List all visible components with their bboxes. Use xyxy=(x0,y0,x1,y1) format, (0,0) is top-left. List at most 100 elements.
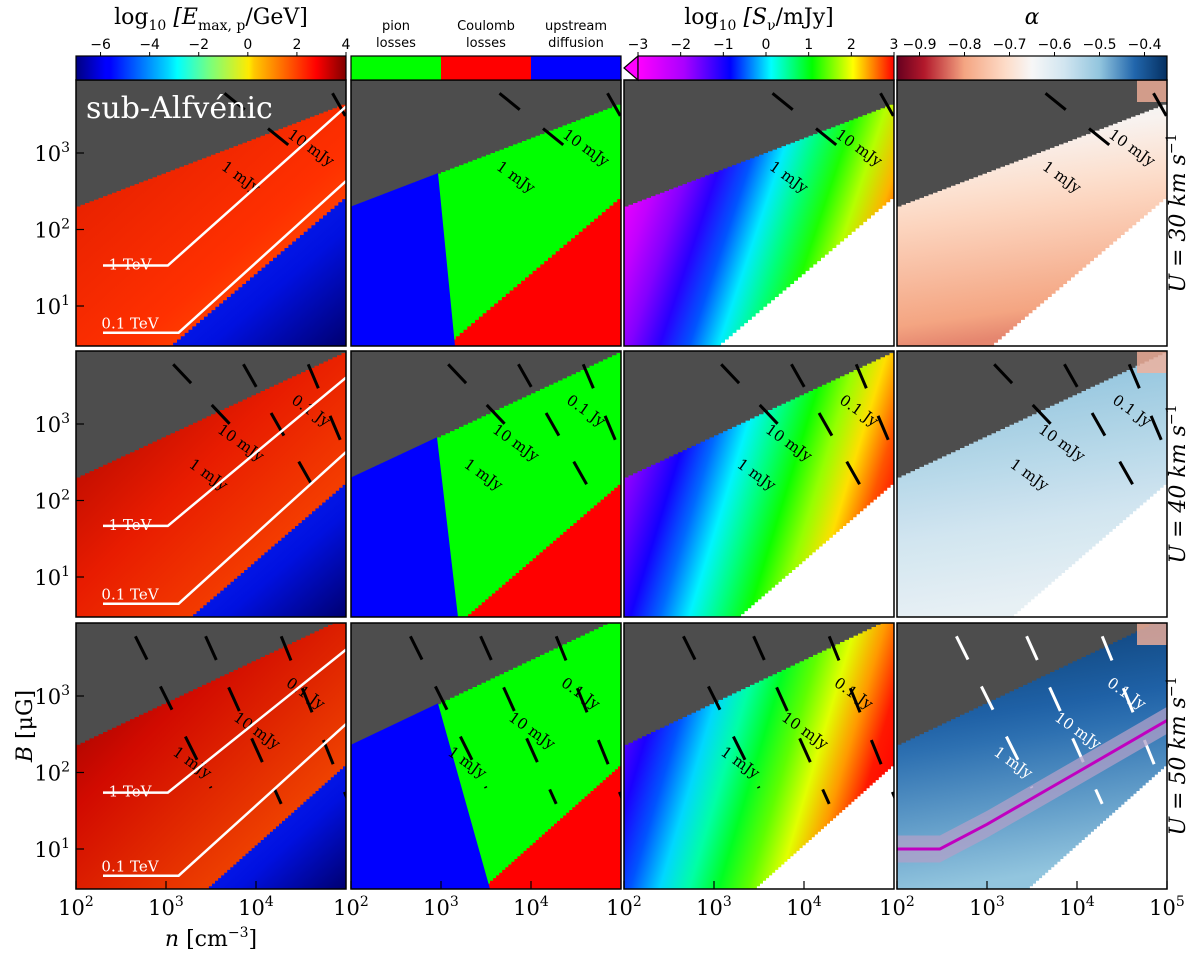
y-tick-mantissa: 10 xyxy=(34,413,61,437)
y-tick-exponent: 3 xyxy=(61,140,70,156)
upstream-diffusion-region xyxy=(351,437,458,617)
row-label-exp: −1 xyxy=(1164,404,1180,425)
y-tick-mantissa: 10 xyxy=(34,295,61,319)
row-label-text: U = 30 km s xyxy=(1166,154,1191,292)
x-label-suffix: ] xyxy=(248,927,257,952)
y-tick-exponent: 2 xyxy=(61,216,70,232)
uncertainty-band xyxy=(897,706,1167,863)
flux-contour-line xyxy=(606,92,621,121)
colorbar-tick-label: −4 xyxy=(139,37,160,53)
sub-alfvenic-annotation: sub-Alfvénic xyxy=(86,91,273,126)
below-threshold-region xyxy=(1014,484,1167,617)
flux-contour-line xyxy=(1152,92,1167,121)
colorbar-tick-label: −1 xyxy=(713,37,734,53)
energy-contour-01tev xyxy=(103,723,346,877)
colorbar xyxy=(75,55,347,81)
x-tick-exponent: 2 xyxy=(906,894,915,910)
panel-frame xyxy=(623,622,895,890)
y-tick-mantissa: 10 xyxy=(34,838,61,862)
colorbar-title: log10 [Emax, p/GeV] xyxy=(114,5,308,34)
x-tick-mantissa: 10 xyxy=(148,896,175,920)
category-swatch xyxy=(531,56,621,80)
colorbar-tick-label: 0 xyxy=(762,37,771,53)
energy-contour-01tev xyxy=(103,451,346,605)
x-label-var: n xyxy=(165,927,186,952)
colorbar-tick-label: −0.8 xyxy=(948,37,982,53)
energy-label-01tev: 0.1 TeV xyxy=(101,315,159,333)
x-tick-label: 102 xyxy=(879,894,915,920)
panel-frame xyxy=(350,350,622,618)
magenta-curve xyxy=(897,719,1167,851)
x-tick-label: 103 xyxy=(969,894,1005,920)
x-tick-mantissa: 10 xyxy=(333,896,360,920)
category-swatch xyxy=(441,56,531,80)
title-body-sub: ν xyxy=(767,18,776,34)
x-tick-mantissa: 10 xyxy=(696,896,723,920)
energy-contour-1tev xyxy=(103,105,346,267)
x-tick-label: 104 xyxy=(1059,894,1095,920)
colorbar-extend-arrow xyxy=(623,54,639,82)
category-swatch xyxy=(351,56,441,80)
category-label-line2: losses xyxy=(376,36,416,51)
below-threshold-region xyxy=(1029,766,1167,889)
x-tick-mantissa: 10 xyxy=(786,896,813,920)
title-end: /mJy] xyxy=(776,5,834,30)
x-tick-exponent: 3 xyxy=(996,894,1005,910)
colorbar-tick-label: −2 xyxy=(188,37,209,53)
alpha-cap xyxy=(1137,623,1167,645)
y-tick-label: 102 xyxy=(34,759,70,785)
valid-region xyxy=(624,623,894,889)
y-tick-exponent: 2 xyxy=(61,487,70,503)
energy-label-01tev: 0.1 TeV xyxy=(101,586,159,604)
x-tick-exponent: 3 xyxy=(723,894,732,910)
x-tick-exponent: 3 xyxy=(175,894,184,910)
panel-frame xyxy=(896,350,1168,618)
title-body: [E xyxy=(166,5,198,30)
colorbar-tick-label: 4 xyxy=(342,37,351,53)
flux-contour-line xyxy=(172,363,250,446)
valid-region xyxy=(897,623,1167,889)
flux-contour-line xyxy=(498,92,577,156)
y-tick-exponent: 1 xyxy=(61,836,70,852)
colorbar-tick-label: −2 xyxy=(670,37,691,53)
y-tick-label: 103 xyxy=(34,683,70,709)
y-tick-exponent: 2 xyxy=(61,759,70,775)
x-tick-label: 103 xyxy=(148,894,184,920)
x-label-exp: −3 xyxy=(228,925,249,941)
panel-frame xyxy=(623,350,895,618)
below-threshold-region xyxy=(193,484,346,617)
title-prefix: log xyxy=(684,5,718,30)
row-label-text: U = 40 km s xyxy=(1166,425,1191,563)
y-tick-mantissa: 10 xyxy=(34,489,61,513)
y-axis-label: B [μG] xyxy=(13,690,38,763)
flux-contour-line xyxy=(720,363,798,446)
panel-frame xyxy=(75,622,347,890)
coulomb-losses-region xyxy=(483,766,621,889)
flux-contour-line xyxy=(771,92,850,156)
flux-contour-line xyxy=(790,363,869,499)
category-label-line1: Coulomb xyxy=(457,19,515,34)
y-tick-label: 101 xyxy=(34,293,70,319)
y-tick-label: 101 xyxy=(34,836,70,862)
panel-frame xyxy=(75,350,347,618)
x-tick-exponent: 4 xyxy=(1086,894,1095,910)
coulomb-losses-region xyxy=(468,484,621,617)
y-tick-exponent: 1 xyxy=(61,293,70,309)
flux-contour-line xyxy=(331,92,346,121)
row-label-u40: U = 40 km s−1 xyxy=(1164,404,1191,563)
x-tick-mantissa: 10 xyxy=(606,896,633,920)
y-tick-exponent: 3 xyxy=(61,683,70,699)
colorbar-title: log10 [Sν/mJy] xyxy=(684,5,833,34)
below-threshold-region xyxy=(173,199,346,346)
y-label-var: B xyxy=(13,739,38,763)
colorbar xyxy=(637,55,895,81)
colorbar-tick-label: −0.6 xyxy=(1038,37,1072,53)
